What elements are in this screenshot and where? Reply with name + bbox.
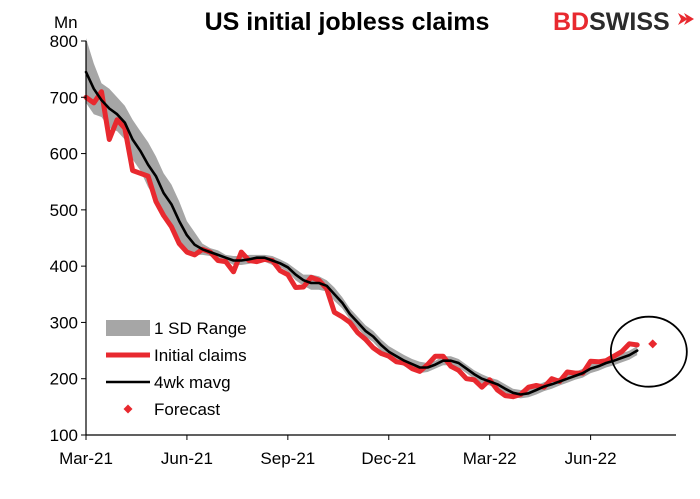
y-axis-unit-label: Mn	[54, 13, 78, 32]
legend-swatch	[106, 320, 150, 336]
x-tick-label: Mar-22	[463, 449, 517, 468]
x-tick-label: Dec-21	[361, 449, 416, 468]
legend-entry-forecast: Forecast	[123, 400, 220, 419]
brand-chevron-icon	[678, 13, 694, 25]
forecast-point	[648, 339, 658, 349]
legend-label: 4wk mavg	[154, 373, 231, 392]
y-tick-label: 600	[50, 145, 78, 164]
series-line-4wk-mavg	[84, 70, 639, 396]
sd-range-band-layer	[86, 38, 638, 399]
chart-title: US initial jobless claims	[205, 8, 490, 36]
y-tick-label: 400	[50, 257, 78, 276]
legend-swatch	[123, 404, 133, 414]
axis-layer: 100 200 300 400 500 600 700 800 Mar-21 Jun-21 Sep-…	[50, 32, 676, 468]
legend-label: Forecast	[154, 400, 220, 419]
brand-bd-text: BD	[553, 8, 589, 36]
y-tick-label: 800	[50, 32, 78, 51]
x-tick-label: Jun-22	[565, 449, 617, 468]
legend: 1 SD Range Initial claims 4wk mavg Forecast	[106, 319, 247, 419]
y-tick-label: 700	[50, 88, 78, 107]
y-tick-label: 500	[50, 201, 78, 220]
series-layer	[83, 70, 658, 400]
y-tick-label: 300	[50, 313, 78, 332]
y-tick-label: 100	[50, 426, 78, 445]
svg-text:BDSWISS: BDSWISS	[553, 8, 670, 36]
brand-swiss-text: SWISS	[589, 8, 670, 36]
x-tick-label: Mar-21	[59, 449, 113, 468]
x-tick-label: Jun-21	[161, 449, 213, 468]
x-tick-label: Sep-21	[260, 449, 315, 468]
legend-label: Initial claims	[154, 346, 247, 365]
sd-range-band	[86, 38, 638, 399]
forecast-highlight-circle	[609, 315, 688, 388]
brand-logo: BDSWISS	[553, 8, 694, 36]
legend-label: 1 SD Range	[154, 319, 247, 338]
legend-entry-4wk-mavg: 4wk mavg	[106, 373, 231, 392]
legend-entry-1-sd-range: 1 SD Range	[106, 319, 247, 338]
legend-entry-initial-claims: Initial claims	[106, 346, 247, 365]
y-tick-label: 200	[50, 370, 78, 389]
annotation-layer	[609, 315, 688, 388]
